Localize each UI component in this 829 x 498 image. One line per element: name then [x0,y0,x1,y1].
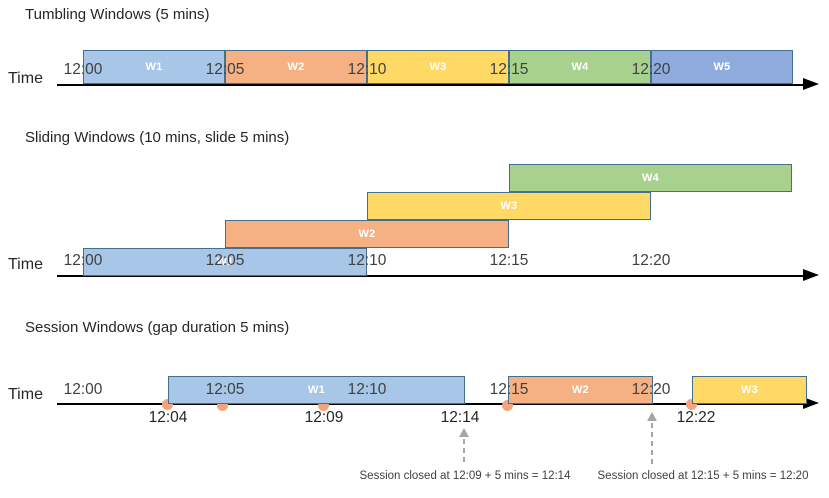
session-window-w3: W3 [692,376,807,404]
tumbling-time-axis-label: Time [8,70,43,87]
sliding-tick-1205: 12:05 [205,252,245,269]
sliding-section-title: Sliding Windows (10 mins, slide 5 mins) [25,129,290,146]
sliding-window-w4-label: W4 [641,172,660,184]
session-closed-annotation-2: Session closed at 12:15 + 5 mins = 12:20 [597,470,809,482]
session-window-w1-label: W1 [307,384,326,396]
session-close-label-1214: 12:14 [440,409,480,426]
event-dot-unlabeled [217,400,228,411]
sliding-window-w4: W4 [509,164,792,192]
event-dot-1222 [686,399,697,410]
tumbling-window-w4-label: W4 [571,61,589,73]
sliding-time-axis [57,275,805,277]
session-tick-1200: 12:00 [63,381,103,398]
event-dot-1204 [162,399,173,410]
sliding-window-w1: W1 [83,248,367,276]
session-axis-arrowhead-icon [803,397,819,409]
tumbling-window-w1-label: W1 [145,61,163,73]
event-time-label-1222: 12:22 [676,409,716,426]
tumbling-window-w4: W4 [509,50,651,84]
sliding-window-w2-label: W2 [358,228,376,240]
tumbling-window-w3-label: W3 [429,61,447,73]
tumbling-axis-arrowhead-icon [803,78,819,90]
tumbling-tick-1210: 12:10 [347,61,387,78]
session-tick-1210: 12:10 [347,381,387,398]
event-dot-1215 [502,400,513,411]
tumbling-window-w2: W2 [225,50,367,84]
tumbling-window-w1: W1 [83,50,225,84]
tumbling-window-w5-label: W5 [713,61,731,73]
annotation-arrow-up-icon [459,428,469,463]
session-tick-1220: 12:20 [631,381,671,398]
annotation-arrow-up-icon [647,412,657,467]
sliding-window-w2: W2 [225,220,509,248]
tumbling-section-title: Tumbling Windows (5 mins) [25,6,210,23]
sliding-window-w1-label: W1 [216,256,234,268]
tumbling-tick-1200: 12:00 [63,61,103,78]
event-dot-1209 [318,400,329,411]
sliding-tick-1210: 12:10 [347,252,387,269]
session-window-w3-label: W3 [740,384,759,396]
event-time-label-1204: 12:04 [148,409,188,426]
tumbling-tick-1220: 12:20 [631,61,671,78]
tumbling-window-w2-label: W2 [287,61,305,73]
tumbling-tick-1205: 12:05 [205,61,245,78]
sliding-window-w3: W3 [367,192,651,220]
session-window-w1: W1 [168,376,465,404]
event-time-label-1209: 12:09 [304,409,344,426]
session-section-title: Session Windows (gap duration 5 mins) [25,319,290,336]
session-time-axis [57,403,805,405]
tumbling-tick-1215: 12:15 [489,61,529,78]
tumbling-window-w5: W5 [651,50,793,84]
sliding-axis-arrowhead-icon [803,269,819,281]
sliding-tick-1220: 12:20 [631,252,671,269]
session-closed-annotation-1: Session closed at 12:09 + 5 mins = 12:14 [359,470,571,482]
sliding-tick-1215: 12:15 [489,252,529,269]
tumbling-time-axis [57,84,805,86]
sliding-tick-1200: 12:00 [63,252,103,269]
session-tick-1215: 12:15 [489,381,529,398]
session-window-w2: W2 [508,376,653,404]
session-tick-1205: 12:05 [205,381,245,398]
sliding-time-axis-label: Time [8,256,43,273]
session-time-axis-label: Time [8,386,43,403]
session-window-w2-label: W2 [571,384,590,396]
tumbling-window-w3: W3 [367,50,509,84]
sliding-window-w3-label: W3 [500,200,518,212]
